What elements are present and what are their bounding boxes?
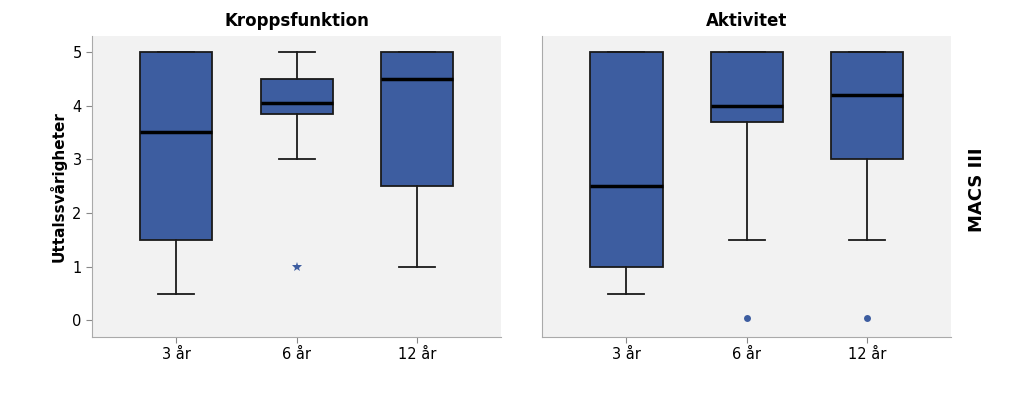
Title: Aktivitet: Aktivitet [706, 12, 788, 30]
PathPatch shape [831, 52, 903, 159]
PathPatch shape [381, 52, 453, 186]
Title: Kroppsfunktion: Kroppsfunktion [224, 12, 369, 30]
Y-axis label: Uttalssvårigheter: Uttalssvårigheter [50, 111, 66, 261]
PathPatch shape [261, 79, 332, 114]
PathPatch shape [140, 52, 213, 240]
Text: MACS III: MACS III [968, 148, 986, 232]
PathPatch shape [711, 52, 783, 122]
PathPatch shape [590, 52, 663, 267]
